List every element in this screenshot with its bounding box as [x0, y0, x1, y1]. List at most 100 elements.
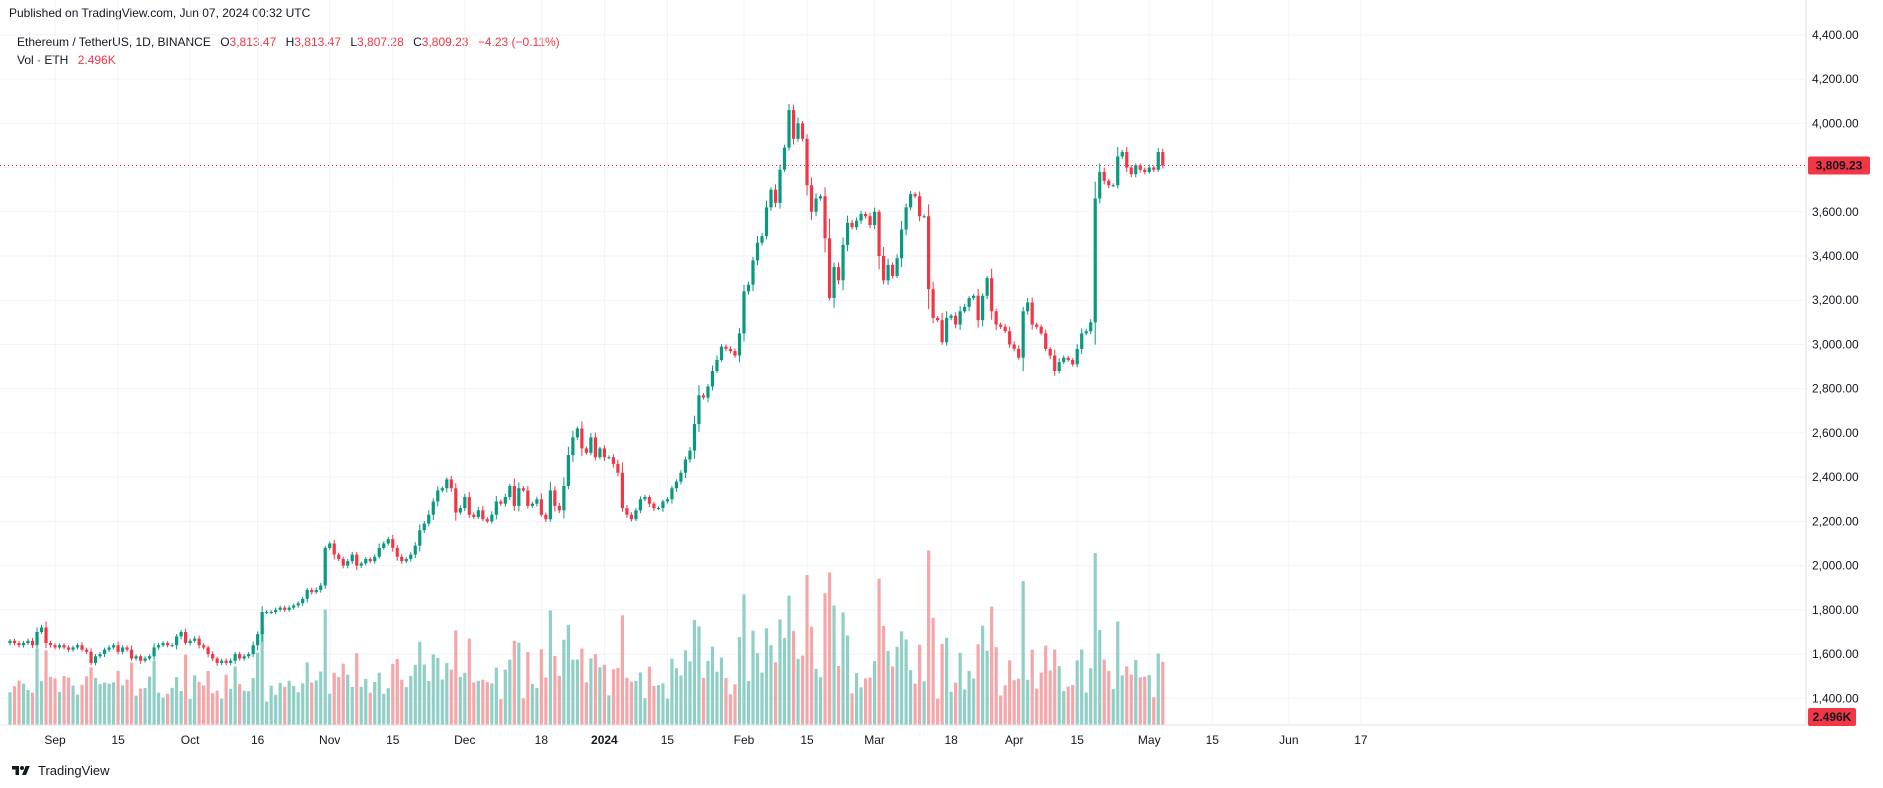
volume-bar: [1129, 674, 1133, 725]
volume-bar: [1035, 688, 1039, 725]
volume-bar: [571, 659, 575, 725]
volume-bar: [346, 674, 350, 725]
candle: [373, 554, 377, 564]
candle: [1120, 149, 1124, 160]
volume-bar: [1098, 630, 1102, 725]
candle: [296, 601, 300, 608]
candle: [242, 653, 246, 661]
candle: [156, 642, 161, 650]
volume-bar: [881, 625, 886, 725]
price-tick-label: 3,600.00: [1812, 205, 1859, 219]
time-tick-label: Nov: [319, 733, 340, 747]
candle: [170, 643, 174, 648]
candle: [93, 653, 98, 666]
candle: [584, 446, 588, 455]
volume-bar: [733, 684, 737, 725]
candle: [1129, 165, 1133, 178]
volume-bar: [1044, 645, 1048, 725]
volume-bar: [129, 662, 134, 725]
volume-bar: [809, 626, 814, 725]
candle: [571, 430, 575, 462]
candle: [742, 284, 746, 342]
volume-bar: [305, 662, 309, 725]
volume-bar: [715, 671, 719, 725]
volume-bar: [764, 628, 769, 725]
volume-bar: [665, 698, 670, 725]
candle: [400, 553, 404, 564]
volume-bar: [395, 658, 399, 725]
volume-bar: [972, 678, 976, 725]
volume-bar: [111, 682, 116, 725]
volume-bar: [1048, 670, 1052, 725]
volume-bar: [156, 692, 161, 725]
volume-bar: [350, 686, 354, 725]
candle: [625, 504, 629, 518]
volume-bar: [728, 694, 733, 725]
volume-bar: [251, 678, 255, 725]
volume-bar: [116, 670, 120, 725]
candle: [629, 512, 634, 522]
volume-bar: [967, 671, 971, 725]
volume-bar: [1075, 660, 1079, 725]
candle: [1098, 163, 1102, 204]
candle: [665, 497, 670, 504]
volume-bar: [66, 677, 71, 725]
candle: [193, 636, 197, 643]
candle: [512, 478, 516, 511]
candle: [593, 432, 597, 461]
candle: [1107, 178, 1111, 189]
candle: [35, 627, 39, 649]
volume-bar: [463, 672, 467, 725]
volume-bar: [256, 652, 260, 725]
candle: [1111, 183, 1115, 188]
candle: [517, 482, 521, 512]
candle: [21, 640, 26, 648]
time-tick-label: 15: [386, 733, 400, 747]
volume-bar: [120, 685, 125, 725]
price-tick-label: 4,200.00: [1812, 72, 1859, 86]
candle: [836, 262, 841, 285]
volume-bar: [319, 671, 323, 725]
candle: [17, 641, 21, 648]
volume-bar: [539, 649, 543, 725]
volume-bar: [832, 605, 836, 725]
candle: [1053, 349, 1057, 376]
candle: [30, 638, 35, 648]
volume-bar: [1161, 661, 1165, 725]
candle: [976, 288, 980, 328]
volume-bar: [125, 679, 129, 725]
volume-bar: [661, 683, 665, 725]
volume-bar: [310, 682, 314, 725]
volume-bar: [1062, 690, 1066, 725]
volume-bar: [909, 670, 913, 725]
volume-bar: [877, 578, 881, 725]
volume-bar: [188, 698, 192, 725]
volume-bar: [98, 684, 102, 725]
candle: [395, 544, 399, 561]
candle: [508, 483, 512, 500]
volume-bar: [985, 650, 989, 725]
candle: [832, 262, 836, 308]
volume-bar: [242, 690, 246, 725]
candle: [1075, 344, 1079, 368]
volume-bar: [827, 572, 832, 725]
candle: [936, 316, 940, 323]
time-tick-label: Dec: [454, 733, 475, 747]
volume-bar: [918, 644, 922, 725]
volume-bar: [499, 699, 503, 725]
time-tick-label: 15: [800, 733, 814, 747]
volume-bar: [485, 682, 489, 725]
volume-bar: [48, 676, 53, 725]
volume-bar: [1008, 660, 1012, 725]
volume-bar: [562, 639, 566, 725]
volume-bar: [742, 594, 746, 725]
candle: [868, 212, 872, 229]
volume-bar: [787, 595, 791, 725]
volume-bar: [377, 672, 381, 725]
volume-bar: [796, 658, 800, 725]
time-tick-label: 15: [661, 733, 675, 747]
volume-bar: [584, 682, 588, 725]
candle: [323, 545, 327, 589]
volume-bar: [769, 645, 773, 725]
